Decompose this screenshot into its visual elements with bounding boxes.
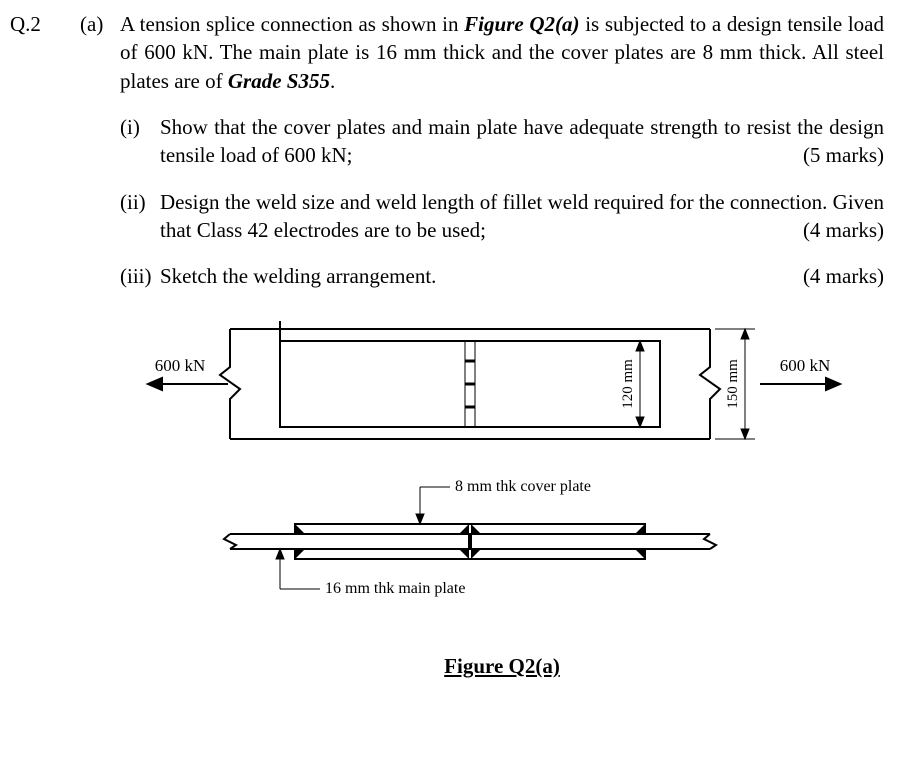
subpart-marks: (4 marks) — [803, 216, 884, 244]
subpart-body: Design the weld size and weld length of … — [160, 188, 884, 245]
dim-120: 120 mm — [620, 359, 636, 409]
cover-plate-label: 8 mm thk cover plate — [455, 478, 591, 495]
load-right-label: 600 kN — [780, 356, 831, 375]
subpart-marks: (4 marks) — [803, 262, 884, 290]
subpart-text: Show that the cover plates and main plat… — [160, 115, 884, 167]
subparts-list: (i) Show that the cover plates and main … — [120, 113, 884, 291]
subpart-text: Design the weld size and weld length of … — [160, 190, 884, 242]
subpart-body: Show that the cover plates and main plat… — [160, 113, 884, 170]
load-left-label: 600 kN — [155, 356, 206, 375]
intro-text: A tension splice connection as shown in … — [120, 10, 884, 95]
subpart-number: (iii) — [120, 262, 160, 290]
figure-q2a: 600 kN 600 kN 120 mm — [120, 309, 884, 646]
figure-caption: Figure Q2(a) — [120, 652, 884, 680]
subpart-iii: (iii) Sketch the welding arrangement. (4… — [120, 262, 884, 290]
subpart-i: (i) Show that the cover plates and main … — [120, 113, 884, 170]
question-number: Q.2 — [10, 10, 80, 38]
part-label: (a) — [80, 10, 120, 38]
subpart-marks: (5 marks) — [803, 141, 884, 169]
question-header-row: Q.2 (a) A tension splice connection as s… — [10, 10, 884, 95]
main-plate-label: 16 mm thk main plate — [325, 580, 465, 597]
subpart-number: (i) — [120, 113, 160, 170]
subpart-text: Sketch the welding arrangement. — [160, 264, 436, 288]
page: Q.2 (a) A tension splice connection as s… — [0, 0, 904, 762]
subpart-body: Sketch the welding arrangement. (4 marks… — [160, 262, 884, 290]
subpart-ii: (ii) Design the weld size and weld lengt… — [120, 188, 884, 245]
dim-150: 150 mm — [725, 359, 741, 409]
figure-svg: 600 kN 600 kN 120 mm — [120, 309, 880, 639]
subpart-number: (ii) — [120, 188, 160, 245]
